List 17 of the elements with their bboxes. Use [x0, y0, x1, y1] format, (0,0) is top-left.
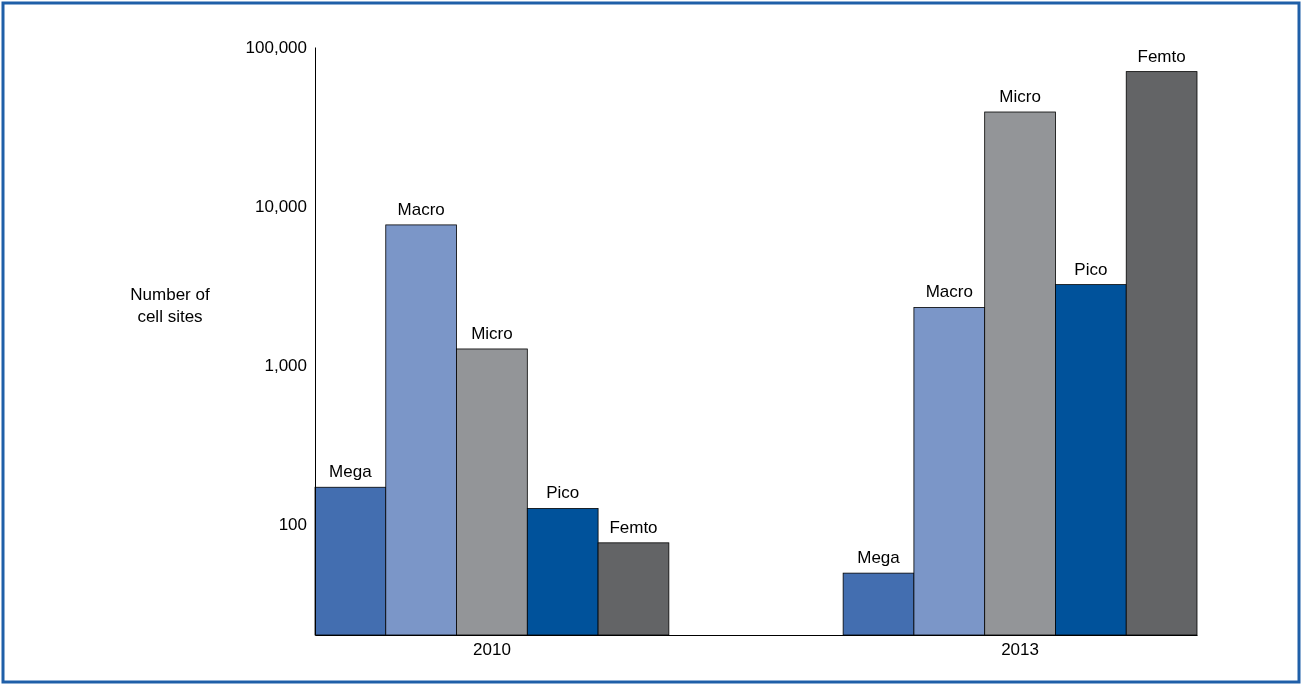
text: Micro [999, 87, 1041, 107]
y-tick-label: 1,000 [264, 355, 307, 375]
text: Macro [925, 282, 973, 302]
y-tick-label: 100,000 [245, 37, 307, 57]
series-label: Pico [546, 483, 580, 503]
text: Mega [857, 548, 900, 568]
series-label: Micro [471, 323, 513, 343]
y-tick-label: 10,000 [255, 196, 307, 216]
text: Pico [1074, 259, 1108, 279]
y-axis-title: Number of cell sites [130, 285, 210, 326]
text: Femto [1137, 46, 1186, 66]
x-tick-label: 2013 [1001, 640, 1039, 660]
y-tick-label: 100 [278, 514, 307, 534]
series-label: Macro [397, 199, 445, 219]
series-label: Mega [329, 462, 373, 482]
series-label: Femto [609, 517, 658, 537]
x-tick-label: 2010 [473, 640, 511, 660]
